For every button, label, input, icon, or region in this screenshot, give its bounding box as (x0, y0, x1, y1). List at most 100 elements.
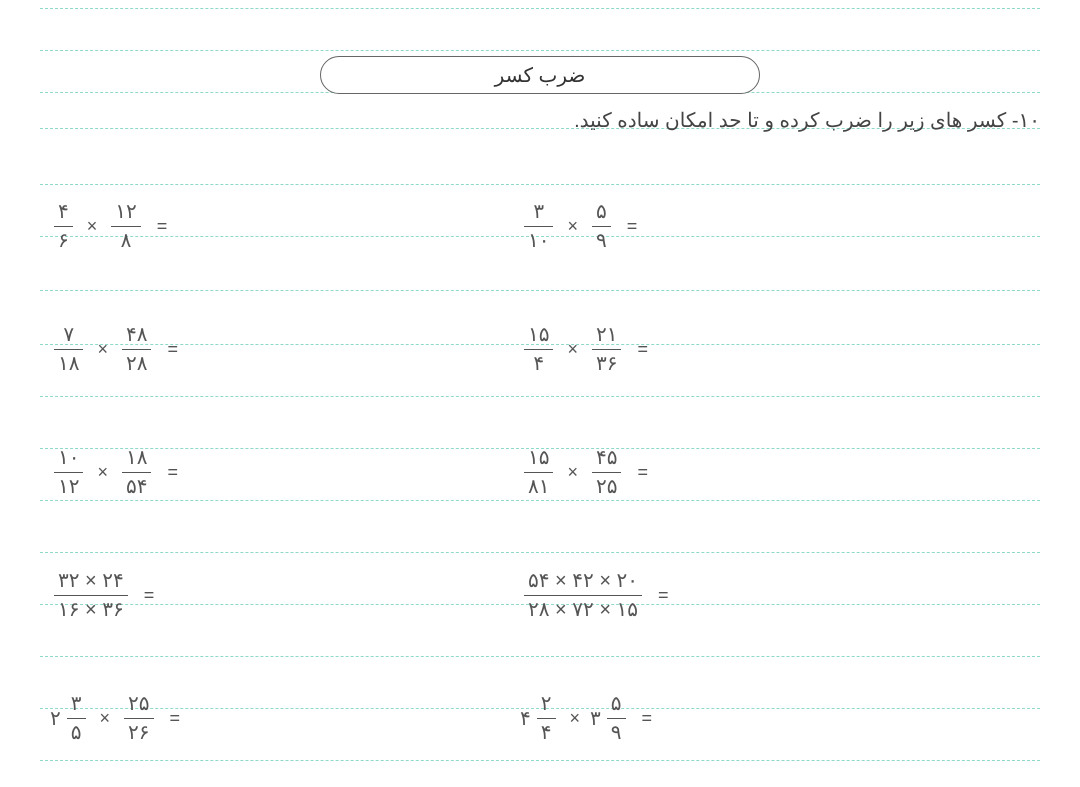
numerator: ۲۵ (124, 692, 153, 716)
denominator: ۳۶ (592, 352, 621, 376)
numerator: ۵ (607, 692, 626, 716)
whole-part: ۲ (50, 706, 61, 731)
fraction-bar (124, 718, 153, 719)
equals: = (161, 339, 178, 360)
fraction: ۱۰ ۱۲ (50, 446, 87, 499)
equals: = (161, 462, 178, 483)
denominator: ۲۶ (124, 721, 153, 745)
fraction: ۱۵ ۸۱ (520, 446, 557, 499)
fraction: ۱۸ ۵۴ (118, 446, 155, 499)
problem: ۴ ۶ × ۱۲ ۸ = (50, 200, 180, 253)
denominator: ۹ (592, 229, 611, 253)
problem: ۲ ۳ ۵ × ۲۵ ۲۶ = (50, 692, 180, 745)
fraction: ۴۵ ۲۵ (588, 446, 625, 499)
times-op: × (566, 708, 585, 729)
numerator: ۲ (537, 692, 556, 716)
instruction-text: ۱۰- کسر های زیر را ضرب کرده و تا حد امکا… (574, 108, 1040, 133)
problem: ۱۰ ۱۲ × ۱۸ ۵۴ = (50, 446, 180, 499)
equals: = (138, 585, 155, 606)
problem: ۱۵ ۴ × ۲۱ ۳۶ = (520, 323, 669, 376)
numerator: ۴۸ (122, 323, 151, 347)
fraction: ۵۴ × ۴۲ × ۲۰ ۲۸ × ۷۲ × ۱۵ (520, 569, 646, 622)
fraction: ۵ ۹ (588, 200, 615, 253)
denominator: ۵۴ (122, 475, 151, 499)
fraction-bar (67, 718, 86, 719)
equals: = (621, 216, 638, 237)
fraction-bar (592, 349, 621, 350)
mixed-number: ۴ ۲ ۴ (520, 692, 560, 745)
fraction-bar (537, 718, 556, 719)
numerator: ۳ (67, 692, 86, 716)
fraction: ۲ ۴ (533, 692, 560, 745)
times-op: × (96, 708, 115, 729)
fraction: ۴۸ ۲۸ (118, 323, 155, 376)
times-op: × (93, 462, 112, 483)
rule-line (40, 8, 1040, 9)
times-op: × (563, 462, 582, 483)
numerator: ۱۵ (524, 323, 553, 347)
numerator: ۵ (592, 200, 611, 224)
problem: ۵۴ × ۴۲ × ۲۰ ۲۸ × ۷۲ × ۱۵ = (520, 569, 669, 622)
equals: = (636, 708, 653, 729)
denominator: ۲۸ × ۷۲ × ۱۵ (524, 598, 642, 622)
equals: = (652, 585, 669, 606)
numerator: ۱۰ (54, 446, 83, 470)
fraction: ۲۱ ۳۶ (588, 323, 625, 376)
mixed-number: ۲ ۳ ۵ (50, 692, 90, 745)
fraction-bar (54, 595, 128, 596)
equals: = (151, 216, 168, 237)
fraction-bar (111, 226, 140, 227)
fraction-bar (122, 472, 151, 473)
numerator: ۳ (529, 200, 548, 224)
fraction-bar (592, 226, 611, 227)
numerator: ۷ (59, 323, 78, 347)
whole-part: ۴ (520, 706, 531, 731)
mixed-number: ۳ ۵ ۹ (590, 692, 630, 745)
rule-line (40, 184, 1040, 185)
denominator: ۹ (607, 721, 626, 745)
numerator: ۳۲ × ۲۴ (54, 569, 128, 593)
fraction: ۱۲ ۸ (107, 200, 144, 253)
fraction-bar (524, 472, 553, 473)
whole-part: ۳ (590, 706, 601, 731)
denominator: ۲۸ (122, 352, 151, 376)
denominator: ۸۱ (524, 475, 553, 499)
denominator: ۶ (54, 229, 73, 253)
fraction-bar (524, 349, 553, 350)
times-op: × (83, 216, 102, 237)
equals: = (164, 708, 181, 729)
numerator: ۴۵ (592, 446, 621, 470)
fraction-bar (54, 472, 83, 473)
times-op: × (93, 339, 112, 360)
fraction: ۳ ۱۰ (520, 200, 557, 253)
numerator: ۵۴ × ۴۲ × ۲۰ (524, 569, 642, 593)
rule-line (40, 50, 1040, 51)
fraction: ۵ ۹ (603, 692, 630, 745)
denominator: ۱۰ (524, 229, 553, 253)
numerator: ۴ (54, 200, 73, 224)
problem: ۱۵ ۸۱ × ۴۵ ۲۵ = (520, 446, 669, 499)
numerator: ۱۵ (524, 446, 553, 470)
fraction-bar (54, 226, 73, 227)
fraction-bar (524, 595, 642, 596)
times-op: × (563, 339, 582, 360)
equals: = (631, 339, 648, 360)
denominator: ۲۵ (592, 475, 621, 499)
right-column: ۳ ۱۰ × ۵ ۹ = ۱۵ ۴ × ۲۱ ۳۶ = ۱۵ ۸۱ × ۴۵ ۲… (520, 200, 669, 745)
left-column: ۴ ۶ × ۱۲ ۸ = ۷ ۱۸ × ۴۸ ۲۸ = ۱۰ ۱۲ × ۱۸ ۵… (50, 200, 180, 745)
fraction-bar (592, 472, 621, 473)
problem: ۳ ۱۰ × ۵ ۹ = (520, 200, 669, 253)
fraction: ۷ ۱۸ (50, 323, 87, 376)
denominator: ۱۸ (54, 352, 83, 376)
fraction: ۴ ۶ (50, 200, 77, 253)
denominator: ۵ (67, 721, 86, 745)
fraction: ۳ ۵ (63, 692, 90, 745)
worksheet-title: ضرب کسر (320, 56, 760, 94)
problem: ۴ ۲ ۴ × ۳ ۵ ۹ = (520, 692, 669, 745)
numerator: ۱۸ (122, 446, 151, 470)
fraction-bar (524, 226, 553, 227)
problem: ۳۲ × ۲۴ ۱۶ × ۳۶ = (50, 569, 180, 622)
fraction-bar (122, 349, 151, 350)
fraction-bar (54, 349, 83, 350)
problem: ۷ ۱۸ × ۴۸ ۲۸ = (50, 323, 180, 376)
